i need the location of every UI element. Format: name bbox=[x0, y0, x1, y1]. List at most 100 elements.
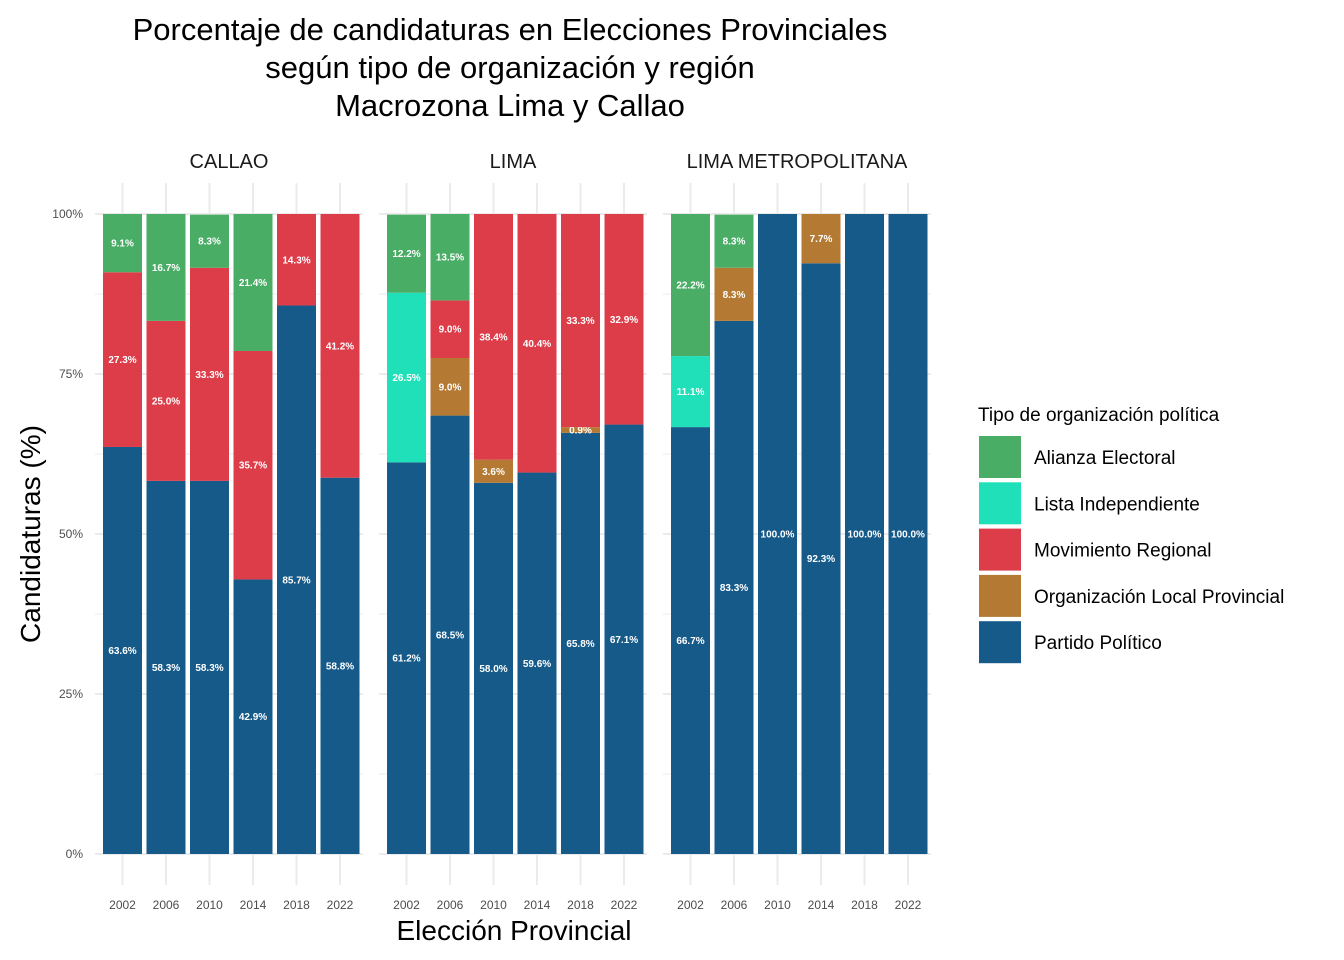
panel-label: LIMA bbox=[490, 151, 537, 173]
bar-segment-partido-politico bbox=[845, 214, 884, 854]
x-tick-label: 2014 bbox=[524, 898, 551, 912]
bar-segment-partido-politico bbox=[103, 446, 142, 854]
data-label: 16.7% bbox=[152, 263, 180, 274]
chart-title-line-3: Macrozona Lima y Callao bbox=[335, 88, 685, 123]
data-label: 35.7% bbox=[239, 461, 267, 472]
data-label: 27.3% bbox=[108, 355, 136, 366]
legend-label: Movimiento Regional bbox=[1034, 541, 1211, 562]
data-label: 26.5% bbox=[392, 373, 420, 384]
data-label: 25.0% bbox=[152, 396, 180, 407]
bar-segment-lista-independiente bbox=[387, 292, 426, 463]
bar-segment-alianza-electoral bbox=[190, 214, 229, 268]
bar-segment-partido-politico bbox=[671, 427, 710, 854]
data-label: 100.0% bbox=[761, 530, 795, 541]
y-tick-label: 50% bbox=[59, 527, 83, 541]
legend-label: Partido Político bbox=[1034, 633, 1162, 654]
y-tick-label: 25% bbox=[59, 687, 83, 701]
bar-segment-organizacion-local-provincial bbox=[430, 358, 470, 416]
data-label: 9.0% bbox=[439, 382, 462, 393]
data-label: 59.6% bbox=[523, 659, 551, 670]
bar-segment-lista-independiente bbox=[671, 356, 710, 428]
bar-segment-movimiento-regional bbox=[233, 350, 273, 580]
bar-segment-movimiento-regional bbox=[430, 300, 470, 358]
data-label: 33.3% bbox=[566, 316, 594, 327]
legend-item-movimiento-regional: Movimiento Regional bbox=[979, 528, 1211, 571]
legend-item-partido-politico: Partido Político bbox=[979, 621, 1162, 664]
bar-segment-alianza-electoral bbox=[671, 214, 710, 357]
bar-segment-partido-politico bbox=[277, 305, 316, 854]
x-tick-label: 2018 bbox=[851, 898, 878, 912]
data-label: 100.0% bbox=[891, 530, 925, 541]
data-label: 14.3% bbox=[282, 255, 310, 266]
data-label: 11.1% bbox=[677, 387, 705, 398]
bar-segment-movimiento-regional bbox=[190, 267, 229, 481]
y-tick-label: 75% bbox=[59, 367, 83, 381]
data-label: 40.4% bbox=[523, 339, 551, 350]
panel-lima-metropolitana: LIMA METROPOLITANA 66.7% 11.1% 22.2% 2002 83.… bbox=[663, 151, 931, 912]
legend-swatch bbox=[979, 528, 1021, 571]
data-label: 67.1% bbox=[610, 635, 638, 646]
y-axis-title: Candidaturas (%) bbox=[15, 425, 46, 643]
legend-title: Tipo de organización política bbox=[978, 405, 1220, 426]
bar-segment-alianza-electoral bbox=[233, 214, 273, 351]
data-label: 41.2% bbox=[326, 341, 354, 352]
bar-segment-movimiento-regional bbox=[474, 214, 513, 460]
x-tick-label: 2006 bbox=[721, 898, 748, 912]
panel-label: LIMA METROPOLITANA bbox=[687, 151, 908, 173]
x-tick-label: 2010 bbox=[480, 898, 507, 912]
x-tick-label: 2002 bbox=[109, 898, 136, 912]
bar-segment-movimiento-regional bbox=[103, 272, 142, 447]
x-tick-label: 2014 bbox=[808, 898, 835, 912]
data-label: 63.6% bbox=[108, 646, 136, 657]
x-tick-label: 2006 bbox=[437, 898, 464, 912]
data-label: 8.3% bbox=[723, 237, 746, 248]
data-label: 85.7% bbox=[282, 575, 310, 586]
bar-segment-movimiento-regional bbox=[517, 214, 557, 473]
panel-lima: LIMA 61.2% 26.5% 12.2% 2002 68.5% 9.0% 9.0% 13.5… bbox=[379, 151, 647, 912]
data-label: 58.0% bbox=[479, 664, 507, 675]
bar-segment-partido-politico bbox=[190, 480, 229, 854]
bar-segment-partido-politico bbox=[146, 480, 186, 854]
bar-segment-alianza-electoral bbox=[146, 214, 186, 321]
data-label: 32.9% bbox=[610, 315, 638, 326]
bar-segment-alianza-electoral bbox=[714, 214, 754, 268]
data-label: 42.9% bbox=[239, 712, 267, 723]
legend-label: Alianza Electoral bbox=[1034, 448, 1176, 469]
bar-segment-movimiento-regional bbox=[320, 214, 360, 478]
chart-title-line-1: Porcentaje de candidaturas en Elecciones… bbox=[133, 12, 888, 47]
data-label: 13.5% bbox=[436, 253, 464, 264]
x-tick-label: 2006 bbox=[153, 898, 180, 912]
bar-segment-partido-politico bbox=[474, 482, 513, 854]
y-tick-label: 0% bbox=[66, 847, 84, 861]
data-label: 7.7% bbox=[810, 234, 833, 245]
data-label: 58.3% bbox=[152, 663, 180, 674]
data-label: 66.7% bbox=[676, 636, 704, 647]
data-label: 58.8% bbox=[326, 661, 354, 672]
data-label: 8.3% bbox=[723, 290, 746, 301]
bar-segment-organizacion-local-provincial bbox=[561, 427, 600, 433]
chart-panels: CALLAO 63.6% 27.3% 9.1% 2002 58.3% 25.0% 16.7% 2… bbox=[95, 151, 931, 912]
bar-segment-partido-politico bbox=[233, 579, 273, 854]
data-label: 3.6% bbox=[482, 467, 505, 478]
x-axis-title: Elección Provincial bbox=[397, 915, 632, 946]
data-label: 65.8% bbox=[566, 639, 594, 650]
bar-segment-partido-politico bbox=[714, 320, 754, 854]
legend-swatch bbox=[979, 574, 1021, 617]
legend-item-organizacion-local-provincial: Organización Local Provincial bbox=[979, 574, 1284, 617]
x-tick-label: 2022 bbox=[327, 898, 354, 912]
data-label: 83.3% bbox=[720, 583, 748, 594]
y-tick-label: 100% bbox=[52, 207, 83, 221]
data-label: 100.0% bbox=[848, 530, 882, 541]
bar-segment-partido-politico bbox=[561, 432, 600, 854]
data-label: 9.1% bbox=[111, 239, 134, 250]
data-label: 12.2% bbox=[392, 249, 420, 260]
bar-segment-partido-politico bbox=[888, 214, 928, 854]
x-tick-label: 2002 bbox=[393, 898, 420, 912]
bar-segment-partido-politico bbox=[801, 263, 841, 854]
y-axis-ticks: 0% 25% 50% 75% 100% bbox=[52, 207, 83, 861]
data-label: 38.4% bbox=[479, 332, 507, 343]
data-label: 33.3% bbox=[195, 370, 223, 381]
x-tick-label: 2010 bbox=[196, 898, 223, 912]
legend-swatch bbox=[979, 482, 1021, 525]
x-tick-label: 2002 bbox=[677, 898, 704, 912]
